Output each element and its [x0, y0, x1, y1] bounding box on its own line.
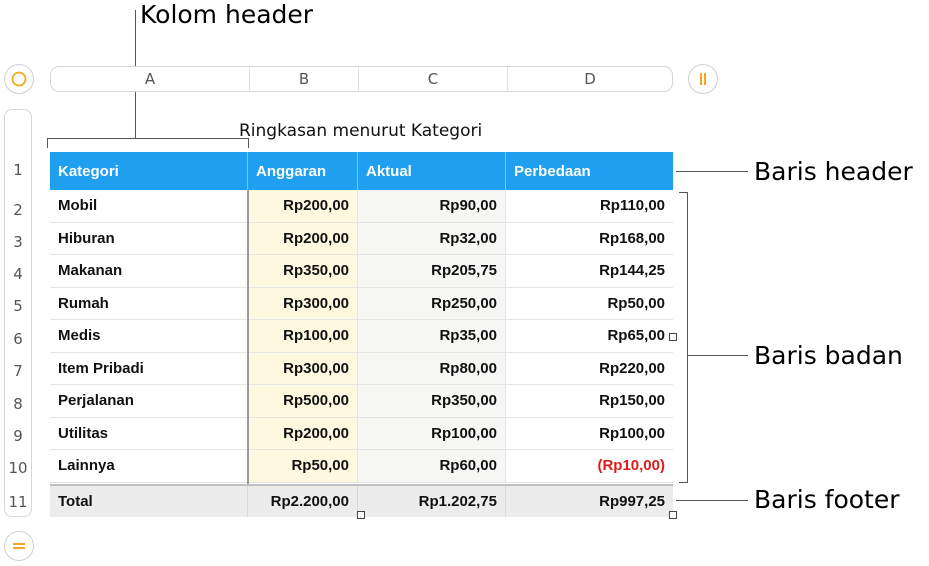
body-cell-kategori[interactable]: Hiburan [50, 222, 248, 255]
table-row: Utilitas Rp200,00 Rp100,00 Rp100,00 [50, 417, 673, 450]
body-cell-aktual[interactable]: Rp90,00 [358, 190, 506, 223]
row-header-11[interactable]: 11 [8, 492, 28, 511]
header-cell-anggaran[interactable]: Anggaran [248, 152, 358, 190]
pause-bars-icon [689, 65, 717, 93]
table-row: Mobil Rp200,00 Rp90,00 Rp110,00 [50, 190, 673, 223]
callout-line-footer-row [676, 500, 748, 501]
callout-bracket-body-top [679, 192, 688, 193]
body-cell-anggaran[interactable]: Rp300,00 [248, 287, 358, 320]
body-cell-aktual[interactable]: Rp205,75 [358, 255, 506, 288]
body-cell-anggaran[interactable]: Rp300,00 [248, 352, 358, 385]
footer-cell-aktual[interactable]: Rp1.202,75 [358, 486, 506, 517]
body-cell-aktual[interactable]: Rp350,00 [358, 385, 506, 418]
table-row: Hiburan Rp200,00 Rp32,00 Rp168,00 [50, 222, 673, 255]
row-header-9[interactable]: 9 [13, 426, 23, 445]
row-header-7[interactable]: 7 [13, 361, 23, 380]
footer-cell-kategori[interactable]: Total [50, 486, 248, 517]
body-cell-kategori[interactable]: Mobil [50, 190, 248, 223]
callout-bracket-body-vertical [687, 192, 688, 483]
callout-footer-row: Baris footer [754, 485, 900, 514]
circle-select-icon [5, 65, 33, 93]
body-cell-aktual[interactable]: Rp250,00 [358, 287, 506, 320]
row-header-8[interactable]: 8 [13, 394, 23, 413]
column-header-d[interactable]: D [584, 70, 596, 88]
add-column-button[interactable] [688, 64, 718, 94]
row-header-6[interactable]: 6 [13, 329, 23, 348]
body-cell-aktual[interactable]: Rp35,00 [358, 320, 506, 353]
row-header-4[interactable]: 4 [13, 264, 23, 283]
body-cell-anggaran[interactable]: Rp200,00 [248, 417, 358, 450]
body-cell-perbedaan[interactable]: Rp100,00 [506, 418, 673, 450]
body-cell-perbedaan[interactable]: Rp110,00 [506, 190, 673, 223]
header-column-divider [247, 190, 249, 484]
footer-cell-anggaran[interactable]: Rp2.200,00 [248, 486, 358, 517]
table-row: Medis Rp100,00 Rp35,00 Rp65,00 [50, 320, 673, 353]
table-header-row: Kategori Anggaran Aktual Perbedaan [50, 152, 673, 190]
body-cell-anggaran[interactable]: Rp200,00 [248, 222, 358, 255]
row-header-5[interactable]: 5 [13, 296, 23, 315]
column-separator [507, 67, 508, 91]
body-cell-perbedaan[interactable]: Rp220,00 [506, 353, 673, 385]
resize-handle-corner[interactable] [669, 511, 677, 519]
header-cell-aktual[interactable]: Aktual [358, 152, 506, 190]
body-cell-aktual[interactable]: Rp80,00 [358, 352, 506, 385]
row-header-2[interactable]: 2 [13, 200, 23, 219]
table-row: Rumah Rp300,00 Rp250,00 Rp50,00 [50, 287, 673, 320]
row-header-bar: 1 2 3 4 5 6 7 8 9 10 11 [4, 109, 32, 517]
body-cell-kategori[interactable]: Perjalanan [50, 385, 248, 418]
table-row: Item Pribadi Rp300,00 Rp80,00 Rp220,00 [50, 352, 673, 385]
resize-handle-right[interactable] [669, 333, 677, 341]
header-cell-kategori[interactable]: Kategori [50, 152, 248, 190]
body-cell-kategori[interactable]: Medis [50, 320, 248, 353]
body-cell-aktual[interactable]: Rp100,00 [358, 417, 506, 450]
body-cell-perbedaan[interactable]: Rp168,00 [506, 223, 673, 255]
row-header-10[interactable]: 10 [8, 458, 28, 477]
equals-icon [5, 532, 33, 560]
table-title[interactable]: Ringkasan menurut Kategori [239, 121, 483, 141]
table-footer-row: Total Rp2.200,00 Rp1.202,75 Rp997,25 [50, 484, 673, 517]
row-header-3[interactable]: 3 [13, 232, 23, 251]
body-cell-anggaran[interactable]: Rp350,00 [248, 255, 358, 288]
resize-handle-bottom[interactable] [357, 511, 365, 519]
callout-line-body-rows [688, 355, 748, 356]
body-cell-kategori[interactable]: Item Pribadi [50, 352, 248, 385]
column-separator [358, 67, 359, 91]
body-cell-kategori[interactable]: Rumah [50, 287, 248, 320]
callout-bracket-column-horizontal [47, 138, 249, 139]
column-header-b[interactable]: B [298, 70, 310, 88]
column-header-c[interactable]: C [427, 70, 439, 88]
footer-cell-perbedaan[interactable]: Rp997,25 [506, 486, 673, 517]
callout-bracket-column-right [248, 138, 249, 148]
column-separator [249, 67, 250, 91]
body-cell-anggaran[interactable]: Rp100,00 [248, 320, 358, 353]
callout-bracket-body-bottom [679, 482, 688, 483]
row-header-1[interactable]: 1 [13, 160, 23, 179]
body-cell-aktual[interactable]: Rp32,00 [358, 222, 506, 255]
callout-column-header: Kolom header [140, 0, 314, 29]
column-header-bar: A B C D [50, 66, 673, 92]
body-cell-perbedaan[interactable]: Rp150,00 [506, 385, 673, 418]
callout-line-header-row [676, 171, 748, 172]
column-header-a[interactable]: A [144, 70, 156, 88]
body-cell-anggaran[interactable]: Rp50,00 [248, 450, 358, 483]
body-cell-kategori[interactable]: Utilitas [50, 417, 248, 450]
body-cell-perbedaan[interactable]: Rp50,00 [506, 288, 673, 320]
table-select-button[interactable] [4, 64, 34, 94]
table-row: Lainnya Rp50,00 Rp60,00 (Rp10,00) [50, 450, 673, 483]
header-cell-perbedaan[interactable]: Perbedaan [506, 152, 673, 190]
callout-body-rows: Baris badan [754, 341, 903, 370]
table-row: Perjalanan Rp500,00 Rp350,00 Rp150,00 [50, 385, 673, 418]
body-cell-aktual[interactable]: Rp60,00 [358, 450, 506, 483]
body-cell-anggaran[interactable]: Rp500,00 [248, 385, 358, 418]
callout-header-row: Baris header [754, 157, 913, 186]
callout-bracket-column-left [47, 138, 48, 148]
add-row-button[interactable] [4, 531, 34, 561]
body-cell-kategori[interactable]: Makanan [50, 255, 248, 288]
body-cell-kategori[interactable]: Lainnya [50, 450, 248, 483]
table-row: Makanan Rp350,00 Rp205,75 Rp144,25 [50, 255, 673, 288]
body-cell-anggaran[interactable]: Rp200,00 [248, 190, 358, 223]
body-cell-perbedaan[interactable]: Rp65,00 [506, 320, 673, 353]
body-cell-perbedaan[interactable]: Rp144,25 [506, 255, 673, 288]
body-cell-perbedaan[interactable]: (Rp10,00) [506, 450, 673, 483]
